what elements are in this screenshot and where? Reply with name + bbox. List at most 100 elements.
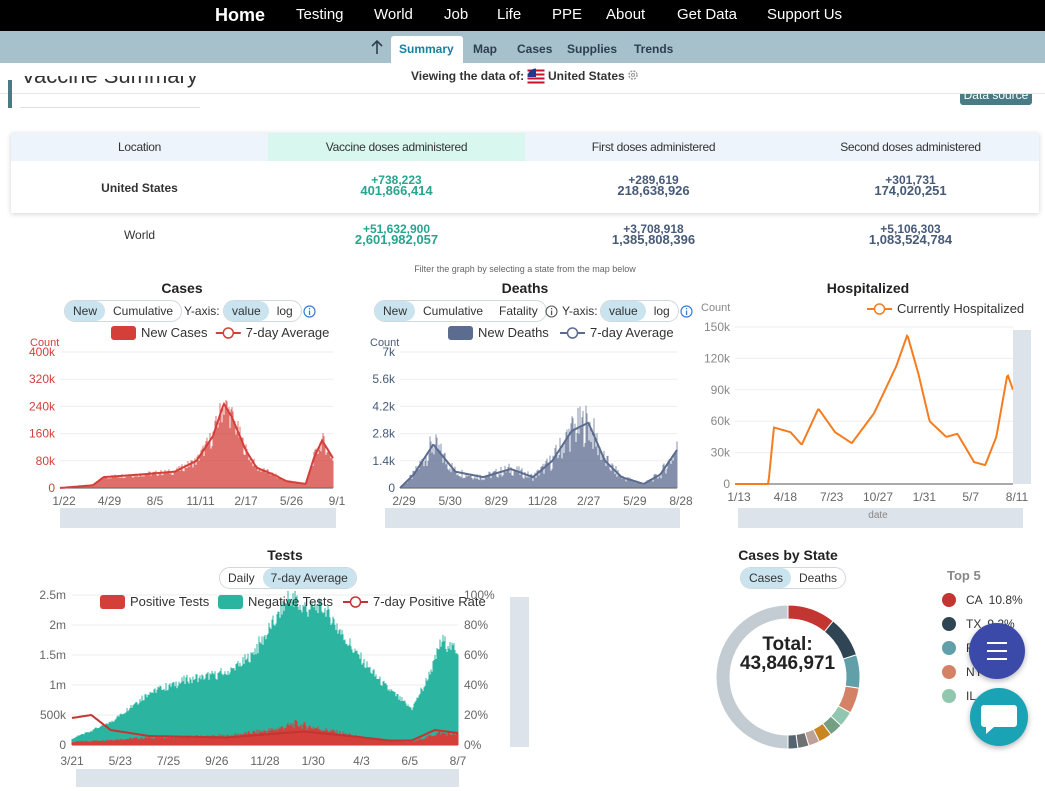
section-title: Vaccine Summary bbox=[21, 76, 198, 93]
y-tick-label: 0 bbox=[48, 481, 55, 495]
legend-label: Currently Hospitalized bbox=[897, 301, 1024, 316]
gear-icon[interactable] bbox=[627, 69, 639, 81]
donut-total-label: Total: bbox=[762, 634, 813, 655]
cases-scale-toggle: value log bbox=[223, 300, 302, 322]
x-tick-label: 1/22 bbox=[52, 494, 76, 508]
x-tick-label: 8/7 bbox=[450, 754, 467, 768]
y-tick-label: 120k bbox=[704, 351, 731, 365]
positive-rate-line bbox=[71, 713, 459, 742]
sub-nav: Summary Map Cases Supplies Trends bbox=[0, 31, 1045, 63]
y-tick-label: 2m bbox=[49, 618, 66, 632]
tab-summary-bg bbox=[391, 36, 463, 63]
state-deaths-button[interactable]: Deaths bbox=[799, 571, 838, 585]
data-source-button[interactable]: Data source bbox=[960, 94, 1032, 105]
nav-life[interactable]: Life bbox=[497, 6, 522, 23]
row-second-delta: +301,731 bbox=[885, 173, 936, 187]
arrow-up-icon[interactable] bbox=[370, 39, 384, 55]
tests-7day-button[interactable]: 7-day Average bbox=[262, 568, 356, 588]
vaccine-table: Location Vaccine doses administered Firs… bbox=[11, 133, 1039, 213]
state-donut-chart[interactable] bbox=[700, 592, 880, 767]
y-tick-label: 150k bbox=[704, 320, 731, 334]
top5-item[interactable]: CA 10.8% bbox=[942, 588, 1042, 612]
nav-world[interactable]: World bbox=[374, 6, 413, 23]
deaths-fatality-button[interactable]: Fatality bbox=[499, 304, 538, 318]
y-tick-label: 0 bbox=[59, 738, 66, 752]
x-tick-label: 11/11 bbox=[186, 494, 215, 508]
info-icon[interactable] bbox=[303, 305, 316, 318]
info-icon[interactable] bbox=[545, 305, 558, 318]
x-tick-label: 5/26 bbox=[280, 494, 304, 508]
x-tick-label: 11/28 bbox=[250, 754, 279, 768]
menu-fab-button[interactable] bbox=[969, 623, 1025, 679]
legend-label: New Cases bbox=[141, 325, 208, 340]
y-tick-label: 1m bbox=[49, 678, 66, 692]
y-tick-label: 5.6k bbox=[372, 372, 396, 386]
tests-daily-button[interactable]: Daily bbox=[228, 571, 255, 585]
nav-support-us[interactable]: Support Us bbox=[767, 6, 843, 23]
col-header-first-doses[interactable]: First doses administered bbox=[525, 133, 782, 161]
col-header-vaccine-doses[interactable]: Vaccine doses administered bbox=[268, 133, 525, 161]
nav-about[interactable]: About bbox=[606, 6, 646, 23]
nav-home[interactable]: Home bbox=[215, 5, 266, 25]
col-header-location[interactable]: Location bbox=[11, 133, 268, 161]
viewing-bar: Viewing the data of: United States bbox=[0, 63, 1045, 94]
legend-label: Positive Tests bbox=[130, 594, 210, 609]
row-location: United States bbox=[101, 181, 178, 195]
cases-value-button[interactable]: value bbox=[224, 301, 269, 321]
x-tick-label: 5/7 bbox=[962, 490, 979, 504]
x-tick-label: 1/31 bbox=[913, 490, 937, 504]
legend-marker bbox=[349, 596, 362, 608]
slider-label: date bbox=[868, 510, 888, 521]
row-first-delta: +3,708,918 bbox=[623, 222, 684, 236]
row-doses: 401,866,414 bbox=[360, 183, 433, 198]
top5-color-dot bbox=[942, 593, 956, 607]
x-tick-label: 3/21 bbox=[60, 754, 84, 768]
deaths-scale-toggle: value log bbox=[600, 300, 679, 322]
y2-tick-label: 20% bbox=[464, 708, 488, 722]
chat-fab-button[interactable] bbox=[970, 688, 1028, 746]
deaths-value-button[interactable]: value bbox=[601, 301, 646, 321]
tab-trends[interactable]: Trends bbox=[634, 42, 674, 56]
nav-job[interactable]: Job bbox=[444, 6, 469, 23]
legend-marker bbox=[222, 327, 235, 339]
tab-supplies[interactable]: Supplies bbox=[567, 42, 618, 56]
nav-testing[interactable]: Testing bbox=[296, 6, 344, 23]
deaths-cumulative-button[interactable]: Cumulative bbox=[423, 304, 484, 318]
count-label: Count bbox=[370, 337, 399, 349]
tab-summary[interactable]: Summary bbox=[399, 42, 454, 56]
hospitalized-chart[interactable]: 150k 120k 90k 60k 30k 01/13 4/18 7/23 10/27 1/31 5… bbox=[695, 296, 1040, 530]
y2-tick-label: 80% bbox=[464, 618, 488, 632]
top5-state: TX bbox=[966, 617, 982, 631]
row-doses-delta: +738,223 bbox=[371, 173, 422, 187]
top-nav: Home Testing World Job Life PPE About Ge… bbox=[0, 0, 1045, 31]
y-tick-label: 80k bbox=[36, 454, 56, 468]
state-cases-button[interactable]: Cases bbox=[741, 568, 792, 588]
deaths-new-button[interactable]: New bbox=[375, 301, 416, 321]
donut-slice bbox=[787, 733, 799, 750]
legend-marker bbox=[873, 303, 886, 315]
state-mode-toggle: Cases Deaths bbox=[740, 567, 847, 589]
y-tick-label: 90k bbox=[711, 383, 731, 397]
top5-state: CA bbox=[966, 593, 983, 607]
cases-log-button[interactable]: log bbox=[276, 304, 293, 318]
col-header-second-doses[interactable]: Second doses administered bbox=[782, 133, 1039, 161]
y-tick-label: 500k bbox=[40, 708, 67, 722]
y-tick-label: 30k bbox=[711, 446, 731, 460]
cases-cumulative-button[interactable]: Cumulative bbox=[113, 304, 174, 318]
tests-chart[interactable]: 2.5m 100% 2m 80% 1.5m 60% 1m 40% 500k 20% 0 0% 3/21 5… bbox=[0, 585, 540, 791]
info-icon[interactable] bbox=[680, 305, 693, 318]
top5-item[interactable]: IL bbox=[942, 684, 1042, 708]
tab-map[interactable]: Map bbox=[473, 42, 497, 56]
tab-cases[interactable]: Cases bbox=[517, 42, 553, 56]
cases-new-button[interactable]: New bbox=[65, 301, 106, 321]
x-tick-label: 11/28 bbox=[528, 494, 557, 508]
viewing-country[interactable]: United States bbox=[548, 69, 625, 83]
nav-ppe[interactable]: PPE bbox=[552, 6, 583, 23]
nav-get-data[interactable]: Get Data bbox=[677, 6, 738, 23]
deaths-log-button[interactable]: log bbox=[653, 304, 670, 318]
row-second: 174,020,251 bbox=[874, 183, 947, 198]
cases-yaxis-label: Y-axis: bbox=[184, 304, 220, 318]
us-flag-icon bbox=[527, 68, 545, 86]
